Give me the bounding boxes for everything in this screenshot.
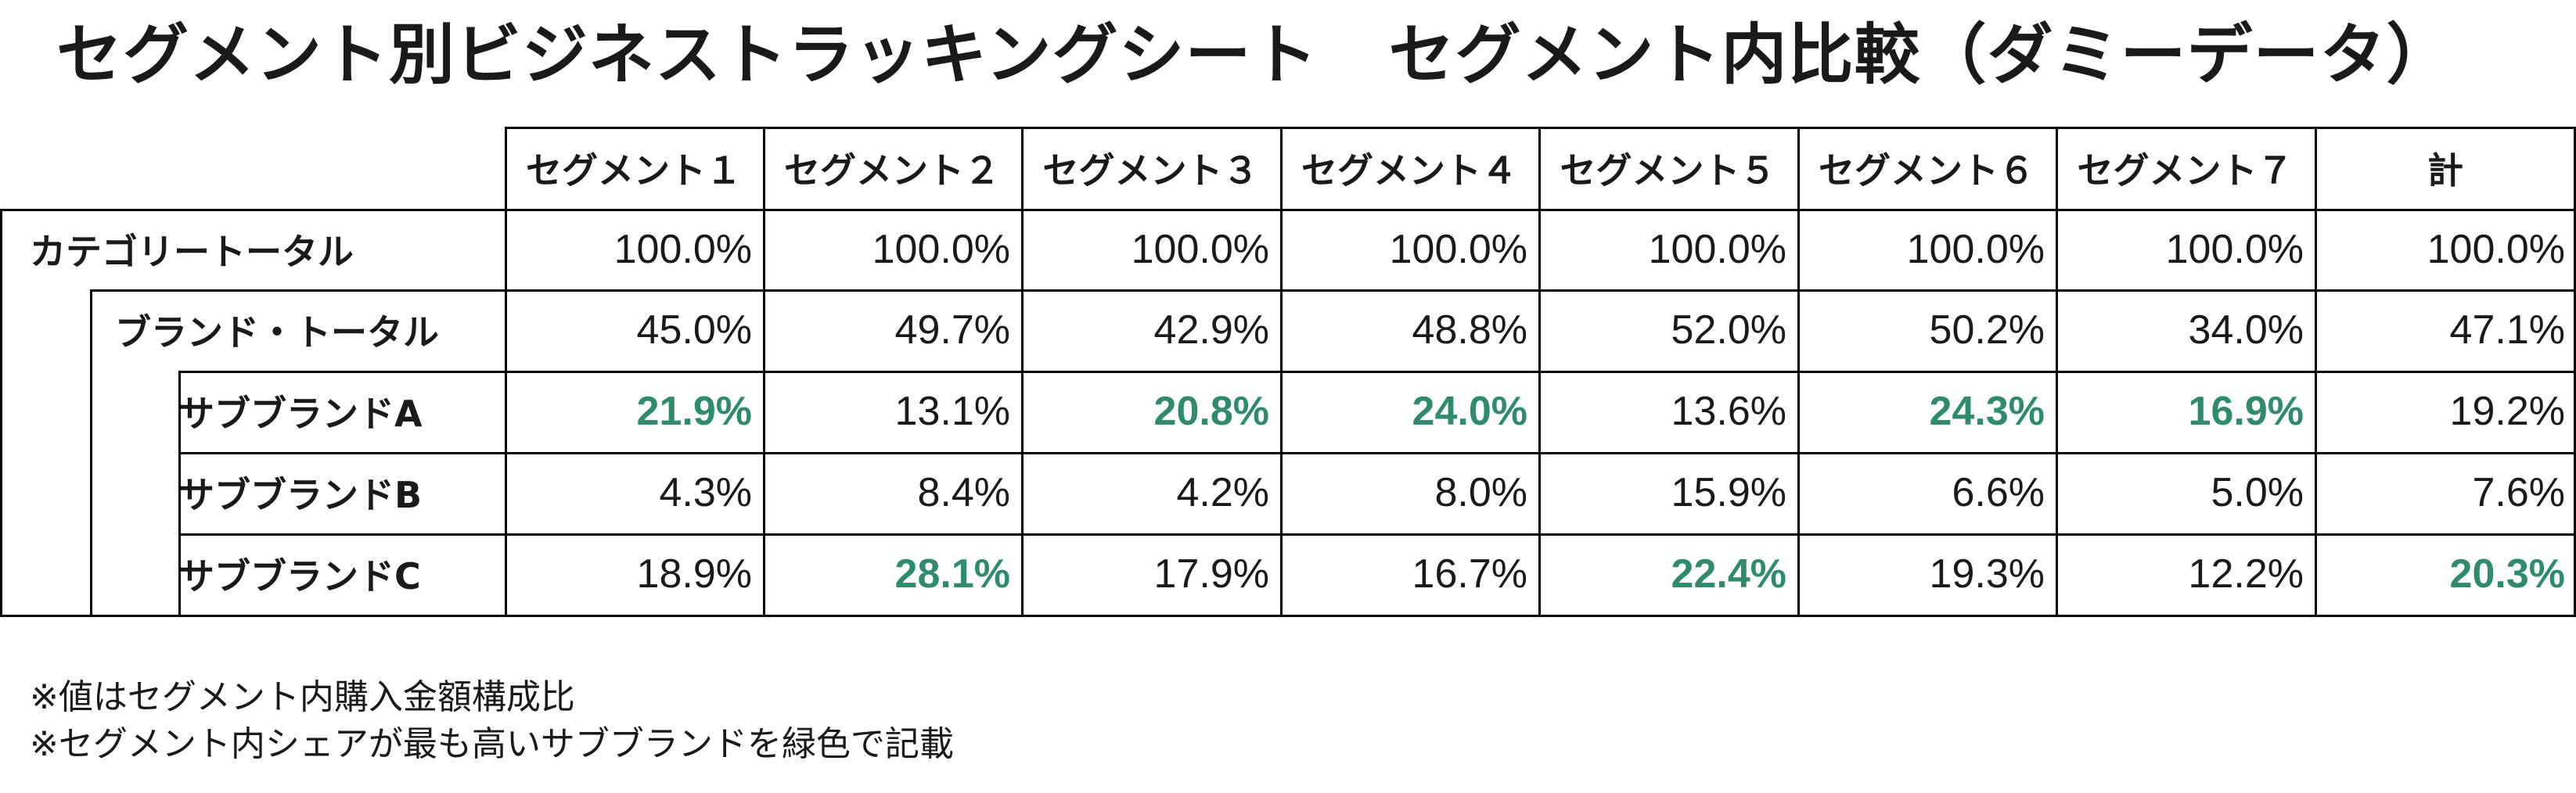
value-cell: 13.6% (1671, 389, 1786, 434)
row-label: カテゴリートータル (30, 230, 354, 273)
grid-line (178, 452, 2576, 454)
column-header: セグメント６ (1819, 149, 2035, 192)
value-cell-highlight: 28.1% (894, 551, 1010, 597)
value-cell-highlight: 21.9% (636, 389, 752, 434)
value-cell: 19.2% (2449, 389, 2565, 434)
value-cell: 19.3% (1929, 551, 2045, 597)
value-cell: 100.0% (1389, 226, 1527, 272)
row-label: サブブランドC (178, 555, 421, 597)
value-cell: 15.9% (1671, 470, 1786, 515)
value-cell: 5.0% (2211, 470, 2304, 515)
grid-line (0, 209, 2576, 211)
value-cell-highlight: 22.4% (1671, 551, 1786, 597)
value-cell: 18.9% (636, 551, 752, 597)
value-cell: 100.0% (872, 226, 1010, 272)
title-main: セグメント別ビジネストラッキングシート (56, 16, 1319, 93)
value-cell: 7.6% (2472, 470, 2565, 515)
value-cell: 100.0% (2427, 226, 2565, 272)
column-header: セグメント２ (784, 149, 1000, 192)
row-label: サブブランドA (178, 393, 423, 435)
column-header: セグメント３ (1042, 149, 1259, 192)
value-cell: 16.7% (1412, 551, 1527, 597)
grid-line (178, 371, 181, 617)
value-cell: 49.7% (894, 307, 1010, 353)
page-title: セグメント別ビジネストラッキングシート セグメント内比較（ダミーデータ） (56, 8, 2453, 102)
grid-line (178, 371, 2576, 373)
value-cell: 12.2% (2188, 551, 2304, 597)
value-cell-highlight: 20.8% (1153, 389, 1269, 434)
column-header: セグメント４ (1301, 149, 1517, 192)
value-cell-highlight: 20.3% (2449, 551, 2565, 597)
column-header: セグメント７ (2077, 149, 2294, 192)
value-cell-highlight: 24.0% (1412, 389, 1527, 434)
grid-line (90, 289, 2576, 292)
value-cell: 4.3% (659, 470, 752, 515)
value-cell: 50.2% (1929, 307, 2045, 353)
value-cell: 48.8% (1412, 307, 1527, 353)
comparison-table: セグメント１ セグメント２ セグメント３ セグメント４ セグメント５ セグメント６ セグメン… (0, 127, 2576, 618)
value-cell: 52.0% (1671, 307, 1786, 353)
value-cell: 4.2% (1176, 470, 1269, 515)
note-2: ※セグメント内シェアが最も高いサブブランドを緑色で記載 (30, 724, 954, 764)
notes: ※値はセグメント内購入金額構成比 ※セグメント内シェアが最も高いサブブランドを緑… (30, 674, 954, 768)
grid-line (178, 533, 2576, 536)
value-cell: 100.0% (613, 226, 752, 272)
value-cell: 47.1% (2449, 307, 2565, 353)
grid-line (0, 209, 2, 617)
value-cell: 17.9% (1153, 551, 1269, 597)
column-header: 計 (2427, 149, 2463, 192)
value-cell: 6.6% (1952, 470, 2045, 515)
value-cell-highlight: 16.9% (2188, 389, 2304, 434)
value-cell: 13.1% (894, 389, 1010, 434)
row-label: サブブランドB (178, 474, 423, 516)
grid-line (90, 289, 92, 617)
value-cell: 42.9% (1153, 307, 1269, 353)
value-cell: 100.0% (1131, 226, 1269, 272)
grid-line (0, 615, 2576, 617)
value-cell: 100.0% (1906, 226, 2045, 272)
value-cell: 45.0% (636, 307, 752, 353)
value-cell: 34.0% (2188, 307, 2304, 353)
value-cell: 8.4% (917, 470, 1010, 515)
value-cell: 100.0% (2165, 226, 2304, 272)
value-cell: 8.0% (1434, 470, 1527, 515)
value-cell-highlight: 24.3% (1929, 389, 2045, 434)
column-header: セグメント１ (526, 149, 742, 192)
value-cell: 100.0% (1648, 226, 1786, 272)
column-header: セグメント５ (1560, 149, 1776, 192)
note-1: ※値はセグメント内購入金額構成比 (30, 677, 575, 717)
title-sub: セグメント内比較（ダミーデータ） (1388, 16, 2453, 93)
row-label: ブランド・トータル (115, 311, 439, 353)
